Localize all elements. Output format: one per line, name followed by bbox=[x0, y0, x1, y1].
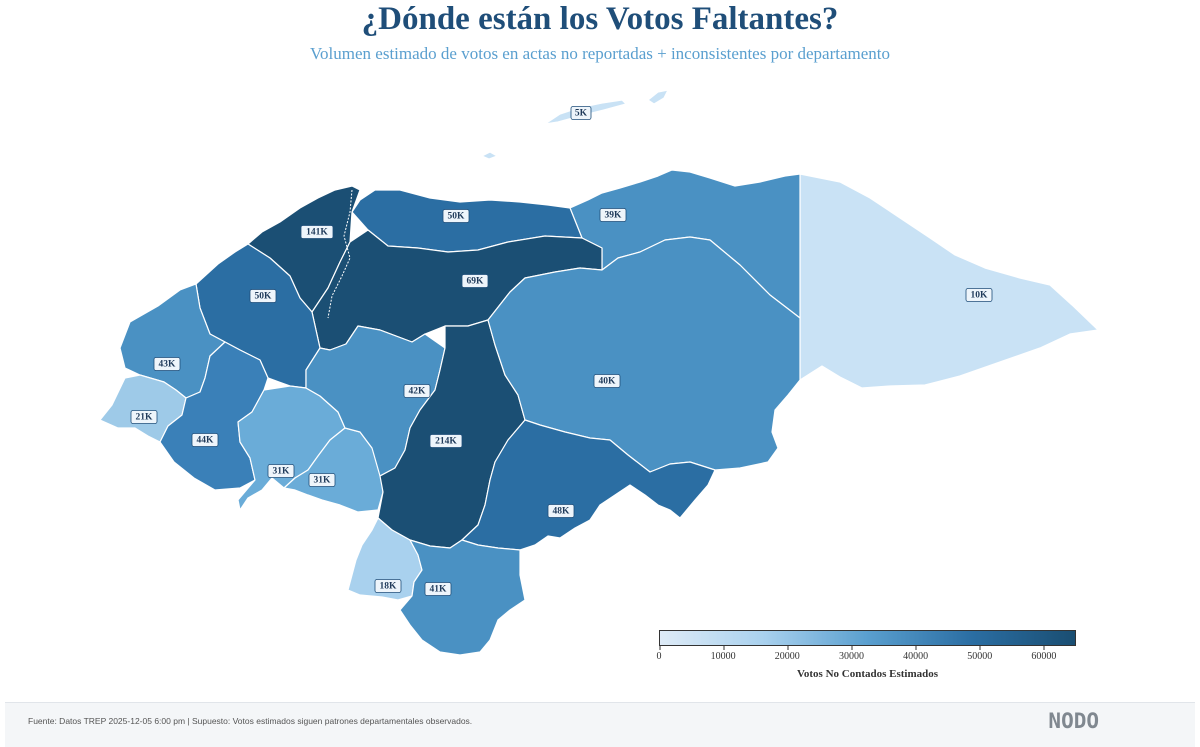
legend-ticks: 0 10000 20000 30000 40000 50000 60000 bbox=[657, 646, 1076, 668]
region-label-ocotepeque: 21K bbox=[130, 410, 158, 424]
legend-tick: 30000 bbox=[839, 646, 864, 662]
region-label-la-paz: 31K bbox=[308, 473, 336, 487]
svg-text:43K: 43K bbox=[159, 360, 177, 370]
region-label-santa-barbara: 50K bbox=[249, 289, 277, 303]
region-gracias-a-dios[interactable] bbox=[799, 173, 1099, 389]
region-label-el-paraiso: 48K bbox=[547, 504, 575, 518]
svg-text:50K: 50K bbox=[448, 212, 466, 222]
legend-tick: 40000 bbox=[903, 646, 928, 662]
svg-text:214K: 214K bbox=[435, 437, 457, 447]
region-label-olancho: 40K bbox=[593, 374, 621, 388]
region-label-intibuca: 31K bbox=[267, 464, 295, 478]
svg-text:31K: 31K bbox=[273, 467, 291, 477]
region-label-cortes: 141K bbox=[300, 225, 334, 239]
legend-tick: 50000 bbox=[967, 646, 992, 662]
legend-gradient-bar bbox=[659, 630, 1076, 646]
region-label-choluteca: 41K bbox=[424, 582, 452, 596]
source-note: Fuente: Datos TREP 2025-12-05 6:00 pm | … bbox=[28, 716, 473, 726]
legend-tick: 60000 bbox=[1031, 646, 1056, 662]
region-label-gracias-a-dios: 10K bbox=[965, 288, 993, 302]
page-subtitle: Volumen estimado de votos en actas no re… bbox=[309, 44, 891, 63]
region-labels: 5K 141K 50K 39K 10K 50K 69K 40K 43K 21K 44K 31K 42K 3… bbox=[130, 106, 993, 596]
svg-text:41K: 41K bbox=[430, 585, 448, 595]
region-label-colon: 39K bbox=[599, 208, 627, 222]
color-legend: 0 10000 20000 30000 40000 50000 60000 Votos No… bbox=[657, 630, 1076, 680]
svg-text:39K: 39K bbox=[605, 211, 623, 221]
region-label-islas-bahia: 5K bbox=[570, 106, 592, 120]
region-label-copan: 43K bbox=[153, 357, 181, 371]
region-label-valle: 18K bbox=[374, 579, 402, 593]
svg-text:50K: 50K bbox=[255, 292, 273, 302]
region-label-yoro: 69K bbox=[461, 274, 489, 288]
svg-text:21K: 21K bbox=[136, 413, 154, 423]
svg-text:141K: 141K bbox=[306, 228, 328, 238]
svg-text:44K: 44K bbox=[197, 436, 215, 446]
svg-text:18K: 18K bbox=[380, 582, 398, 592]
region-label-comayagua: 42K bbox=[403, 384, 431, 398]
svg-text:40K: 40K bbox=[599, 377, 617, 387]
region-el-paraiso[interactable] bbox=[461, 419, 716, 551]
region-label-francisco-morazan: 214K bbox=[429, 434, 463, 448]
svg-text:31K: 31K bbox=[314, 476, 332, 486]
svg-text:42K: 42K bbox=[409, 387, 427, 397]
legend-tick: 20000 bbox=[775, 646, 800, 662]
legend-tick: 0 bbox=[657, 646, 662, 662]
page-title: ¿Dónde están los Votos Faltantes? bbox=[361, 1, 839, 37]
region-islas-bahia[interactable] bbox=[481, 89, 669, 160]
svg-text:48K: 48K bbox=[553, 507, 571, 517]
legend-tick: 10000 bbox=[711, 646, 736, 662]
legend-title: Votos No Contados Estimados bbox=[796, 668, 939, 680]
region-label-lempira: 44K bbox=[191, 433, 219, 447]
svg-text:5K: 5K bbox=[575, 109, 588, 119]
choropleth-map: 5K 141K 50K 39K 10K 50K 69K 40K 43K 21K 44K 31K 42K 3… bbox=[99, 89, 1099, 656]
svg-text:10K: 10K bbox=[971, 291, 989, 301]
svg-text:69K: 69K bbox=[467, 277, 485, 287]
footer: Fuente: Datos TREP 2025-12-05 6:00 pm | … bbox=[5, 702, 1195, 747]
region-label-atlantida: 50K bbox=[442, 209, 470, 223]
nodo-logo: NODO bbox=[1048, 709, 1099, 733]
region-choluteca[interactable] bbox=[399, 539, 526, 656]
